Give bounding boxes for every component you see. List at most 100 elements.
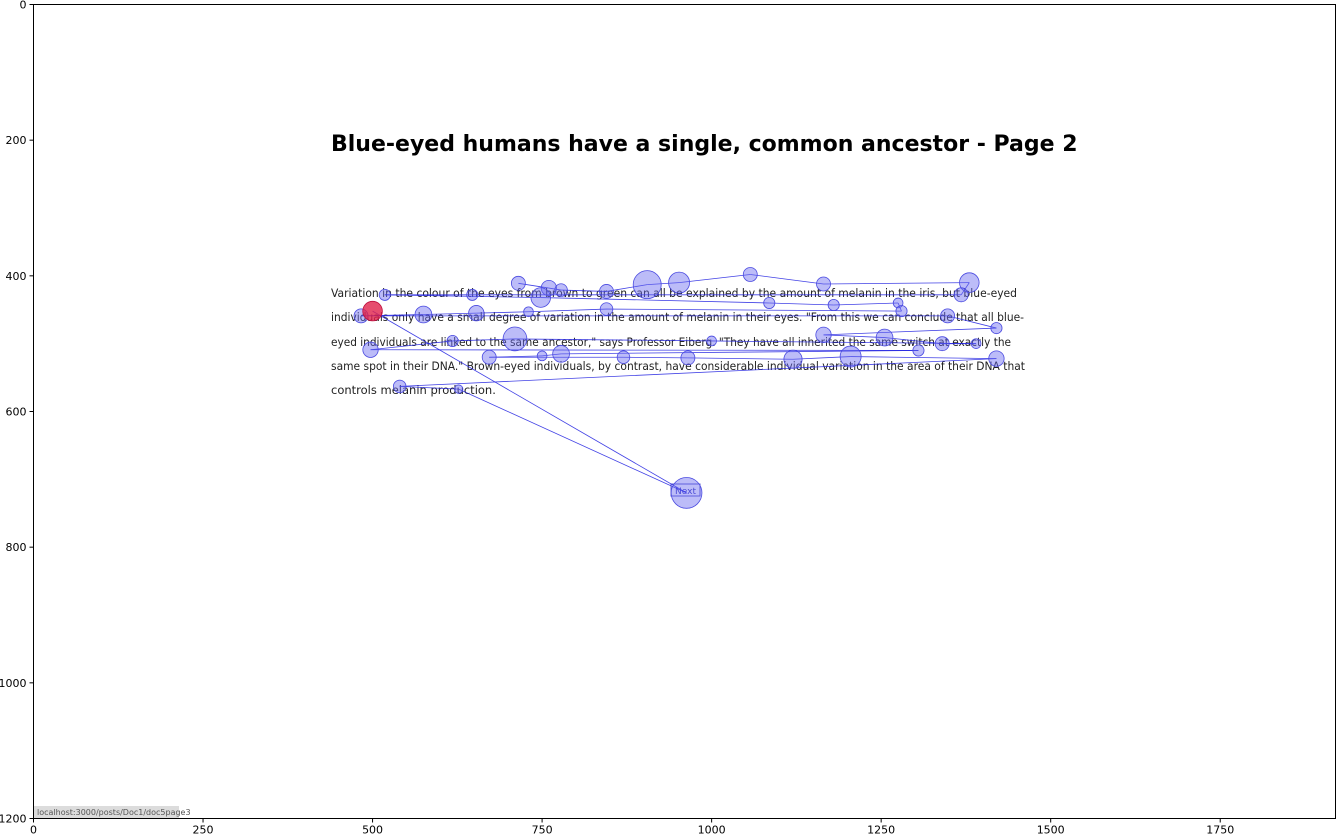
scanpath-segment	[823, 334, 885, 338]
scanpath-segment	[370, 340, 453, 351]
last-fixation-point	[362, 300, 383, 322]
scanpath-segment	[884, 337, 943, 345]
fixation-point	[763, 296, 776, 309]
status-bar: localhost:3000/posts/Doc1/doc5page3	[34, 806, 191, 818]
fixation-point	[680, 350, 696, 366]
x-tick-label: 750	[532, 824, 553, 836]
fixation-point	[510, 275, 526, 291]
fixation-point	[536, 350, 548, 362]
scanpath-segment	[679, 274, 751, 284]
fixation-point	[378, 288, 391, 301]
fixation-point	[816, 276, 831, 292]
paragraph-line: eyed individuals are linked to the same …	[331, 335, 1011, 349]
fixation-point	[875, 328, 894, 347]
fixation-point	[599, 302, 614, 316]
fixation-point	[502, 326, 528, 352]
page-title: Blue-eyed humans have a single, common a…	[331, 132, 1078, 157]
fixation-point	[414, 305, 433, 324]
fixation-point	[940, 308, 956, 324]
scanpath	[361, 274, 997, 494]
fixation-point	[454, 384, 464, 394]
y-tick-label: 0	[20, 0, 27, 12]
scanpath-segment	[561, 350, 919, 355]
fixation-point	[990, 322, 1003, 335]
stimulus-page: Blue-eyed humans have a single, common a…	[331, 132, 1078, 497]
x-tick-label: 1250	[867, 824, 895, 836]
y-tick-label: 1000	[0, 677, 27, 690]
fixation-point	[392, 379, 407, 394]
fixation-point	[970, 338, 982, 349]
x-tick-label: 250	[193, 824, 214, 836]
fixation-point	[552, 345, 570, 363]
scanpath-segment	[370, 349, 919, 351]
fixation-point	[706, 335, 717, 347]
scanpath-segment	[850, 356, 997, 359]
plot-frame	[33, 4, 1336, 819]
fixation-point	[912, 344, 925, 357]
scanpath-segment	[606, 308, 902, 312]
fixation-point	[953, 287, 969, 303]
axes: 0 250 500 750 1000 1250 1500 1750 0 200 400 600 800 1…	[0, 0, 1234, 836]
x-tick-label: 1000	[698, 824, 726, 836]
y-tick-label: 800	[6, 541, 27, 554]
fixations	[353, 267, 1005, 509]
x-tick-label: 500	[362, 824, 383, 836]
scanpath-segment	[452, 338, 515, 342]
fixation-point	[839, 345, 862, 368]
scanpath-segment	[623, 356, 688, 359]
fixation-point	[446, 334, 459, 347]
scanpath-segment	[687, 357, 794, 360]
scanpath-segment	[384, 294, 541, 298]
status-url: localhost:3000/posts/Doc1/doc5page3	[37, 808, 191, 817]
scanpath-segment	[476, 311, 529, 314]
scanpath-segment	[458, 388, 687, 494]
fixation-point	[599, 284, 614, 299]
scanpath-segment	[518, 282, 549, 289]
scanpath-segment	[711, 340, 977, 345]
scanpath-segment	[647, 282, 680, 286]
y-tick-label: 1200	[0, 813, 27, 826]
fixation-point	[481, 349, 497, 365]
x-tick-label: 1750	[1206, 824, 1234, 836]
y-tick-label: 200	[6, 134, 27, 147]
x-tick-label: 1500	[1037, 824, 1065, 836]
fixation-point	[523, 306, 534, 318]
scanpath-segment	[514, 338, 712, 342]
scanpath-segment	[947, 315, 997, 329]
fixation-point	[668, 271, 690, 294]
fixation-point	[670, 477, 703, 509]
x-tick-label: 0	[30, 824, 37, 836]
fixation-point	[554, 283, 568, 297]
fixation-point	[530, 287, 551, 308]
scanpath-segment	[372, 310, 687, 494]
scanpath-segment	[823, 327, 997, 336]
paragraph-line: same spot in their DNA." Brown-eyed indi…	[331, 359, 1025, 373]
scanpath-segment	[833, 302, 899, 306]
fixation-point	[632, 270, 662, 300]
scanpath-segment	[769, 302, 834, 306]
y-tick-label: 400	[6, 270, 27, 283]
paragraph-line: individuals only have a small degree of …	[331, 310, 1024, 324]
scanpath-segment	[399, 358, 997, 387]
fixation-point	[466, 288, 479, 301]
fixation-point	[616, 350, 631, 364]
fixation-point	[895, 305, 908, 318]
next-button-box[interactable]	[670, 483, 701, 497]
scanpath-segment	[750, 274, 824, 285]
fixation-point	[959, 272, 980, 293]
y-tick-label: 600	[6, 406, 27, 419]
scanpath-segment	[823, 282, 970, 285]
fixation-point	[827, 299, 840, 312]
fixation-point	[783, 349, 803, 369]
paragraph-line: controls melanin production.	[331, 383, 496, 397]
fixation-point	[362, 341, 379, 358]
fixation-point	[468, 305, 485, 322]
fixation-point	[934, 336, 950, 352]
fixation-point	[815, 326, 832, 343]
scanpath-segment	[399, 386, 459, 390]
scanpath-segment	[897, 302, 902, 312]
fixation-point	[742, 267, 758, 282]
scanpath-segment	[792, 356, 851, 360]
scanpath-segment	[423, 312, 477, 315]
